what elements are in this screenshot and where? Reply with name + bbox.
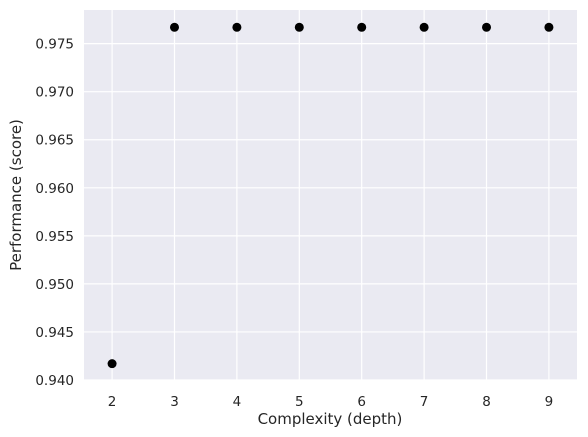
x-tick-label: 8	[482, 394, 491, 410]
data-point	[170, 23, 179, 32]
data-point	[108, 359, 117, 368]
x-tick-label: 5	[295, 394, 304, 410]
y-tick-label: 0.970	[35, 85, 74, 101]
data-point	[544, 23, 553, 32]
y-tick-label: 0.955	[35, 229, 74, 245]
y-tick-label: 0.945	[35, 325, 74, 341]
x-tick-label: 4	[233, 394, 242, 410]
data-point	[357, 23, 366, 32]
x-tick-labels: 2 3 4 5 6 7 8 9	[108, 394, 553, 410]
data-point	[482, 23, 491, 32]
data-point	[420, 23, 429, 32]
x-tick-label: 2	[108, 394, 117, 410]
x-tick-label: 7	[420, 394, 429, 410]
x-tick-label: 6	[357, 394, 366, 410]
y-tick-label: 0.960	[35, 181, 74, 197]
x-tick-label: 9	[545, 394, 554, 410]
y-axis-label: Performance (score)	[7, 119, 25, 271]
plot-area	[84, 10, 577, 380]
y-tick-label: 0.965	[35, 133, 74, 149]
y-tick-label: 0.940	[35, 373, 74, 389]
data-point	[295, 23, 304, 32]
y-tick-labels: 0.940 0.945 0.950 0.955 0.960 0.965 0.970 0.975	[35, 37, 74, 389]
y-tick-label: 0.950	[35, 277, 74, 293]
x-axis-label: Complexity (depth)	[258, 410, 403, 428]
data-point	[232, 23, 241, 32]
y-tick-label: 0.975	[35, 37, 74, 53]
x-tick-label: 3	[170, 394, 179, 410]
